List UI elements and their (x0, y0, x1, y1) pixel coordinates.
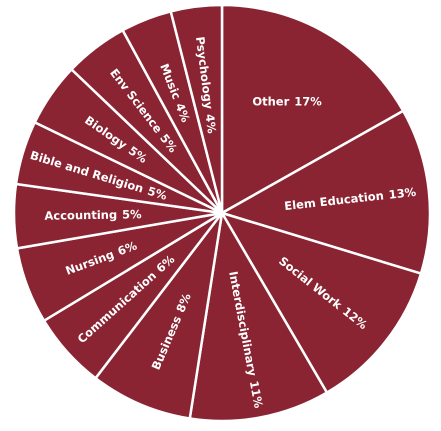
pie-slice (169, 3, 224, 214)
slice-category: Accounting (44, 207, 117, 222)
slice-value-label: 6% (116, 238, 140, 258)
slice-value-label: 4% (173, 101, 193, 125)
slice-value-label: 5% (146, 183, 169, 202)
slice-label: Accounting 5% (44, 207, 142, 223)
slice-category: Other (252, 94, 289, 108)
slice-value-label: 5% (122, 207, 142, 221)
pie-slice (218, 109, 432, 276)
pie-slice (93, 212, 224, 420)
slice-label: Other 17% (252, 94, 322, 108)
slice-value-label: 4% (203, 113, 219, 135)
pie-slice (220, 3, 405, 216)
pie-slice (219, 210, 423, 395)
slice-value-label: 13% (388, 184, 417, 201)
slice-value-label: 11% (247, 380, 266, 410)
slice-value-label: 17% (294, 94, 322, 108)
pie-slice (188, 209, 329, 423)
